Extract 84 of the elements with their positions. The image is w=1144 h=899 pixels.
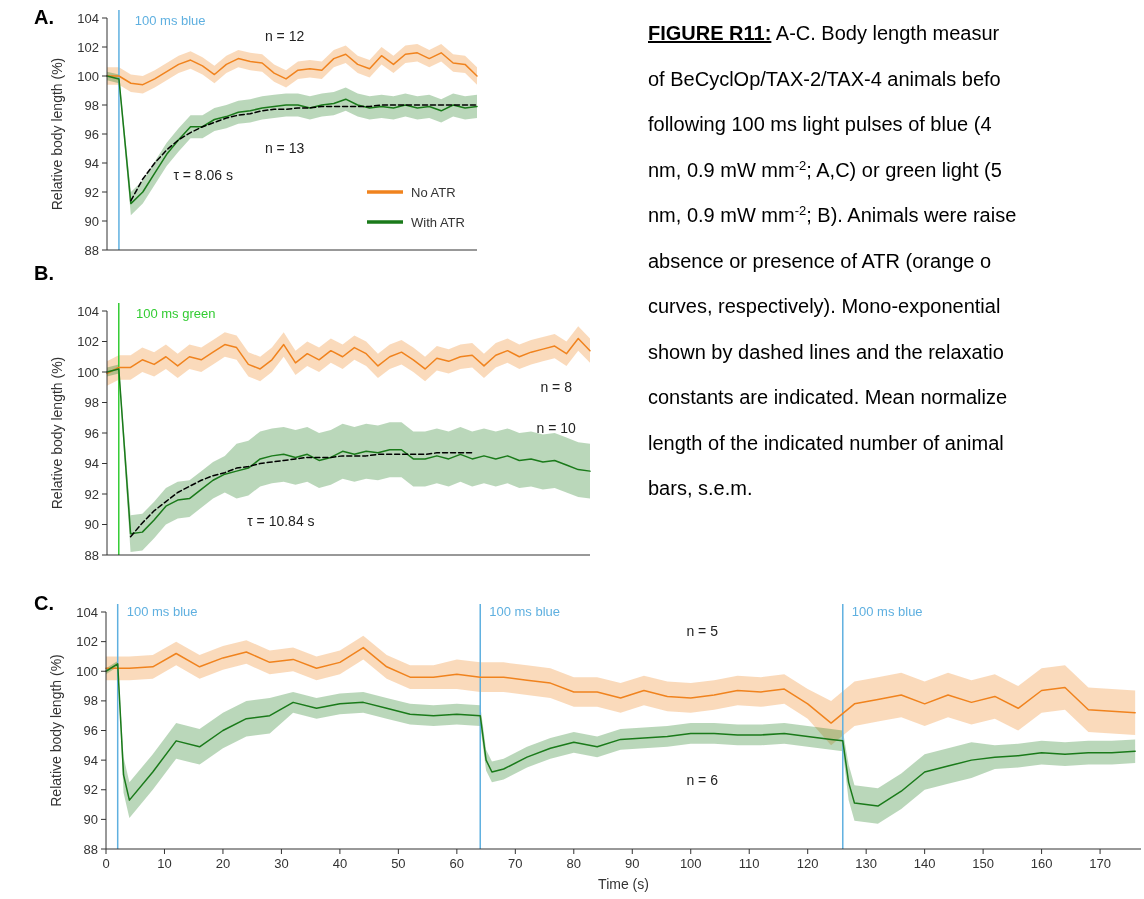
- line-series: [129, 452, 473, 538]
- x-tick-label: 150: [972, 856, 994, 871]
- y-tick-label: 100: [76, 663, 98, 679]
- y-tick-label: 90: [83, 811, 98, 827]
- text: curves, respectively). Mono-exponential: [648, 295, 1001, 317]
- x-tick-label: 50: [391, 856, 406, 871]
- y-axis-title: Relative body length (%): [49, 57, 65, 211]
- y-tick-label: 88: [84, 547, 99, 563]
- ref-line-label: 100 ms blue: [126, 604, 198, 619]
- y-tick-label: 92: [84, 184, 99, 200]
- x-tick-label: 70: [508, 856, 523, 871]
- annotation: n = 10: [536, 420, 577, 436]
- x-tick-label: 40: [332, 856, 348, 871]
- y-tick-label: 98: [84, 97, 99, 113]
- y-tick-label: 102: [76, 634, 98, 650]
- x-tick-label: 0: [102, 856, 110, 871]
- annotation: τ = 8.06 s: [173, 167, 234, 184]
- x-tick-label: 10: [157, 856, 172, 871]
- text: following 100 ms light pulses of blue (4: [648, 113, 992, 135]
- annotation: 100 ms green: [135, 306, 216, 322]
- y-tick-label: 88: [83, 841, 98, 857]
- y-tick-label: 104: [76, 604, 98, 620]
- x-tick-label: 110: [738, 856, 760, 871]
- annotation: n = 5: [686, 622, 719, 639]
- annotation: n = 13: [264, 139, 305, 156]
- y-tick-label: 100: [77, 68, 99, 84]
- line-series: [106, 52, 478, 86]
- x-tick-label: 170: [1089, 856, 1111, 871]
- y-tick-label: 98: [83, 693, 98, 709]
- text: of BeCyclOp/TAX-2/TAX-4 animals befo: [648, 67, 1001, 90]
- x-tick-label: 80: [566, 856, 582, 871]
- ref-line-label: 100 ms blue: [489, 604, 561, 619]
- y-tick-label: 88: [84, 242, 99, 258]
- text: nm, 0.9 mW mm$^{-2}$; B). Animals were raise: [648, 202, 1017, 226]
- y-tick-label: 102: [77, 334, 99, 349]
- text: length of the indicated number of animal: [648, 431, 1004, 454]
- x-tick-label: 90: [625, 856, 640, 871]
- text: absence or presence of ATR (orange o: [648, 249, 992, 272]
- y-tick-label: 98: [84, 395, 99, 410]
- x-tick-label: 30: [274, 856, 289, 871]
- line-series: [130, 104, 478, 202]
- x-tick-label: 60: [449, 856, 465, 871]
- annotation: τ = 10.84 s: [247, 512, 315, 529]
- y-tick-label: 104: [77, 303, 99, 319]
- y-tick-label: 96: [84, 425, 99, 441]
- text: constants are indicated. Mean normalize: [648, 386, 1008, 408]
- y-tick-label: 94: [84, 456, 99, 471]
- x-tick-label: 140: [913, 856, 936, 871]
- y-tick-label: 94: [83, 752, 98, 768]
- y-tick-label: 90: [84, 517, 99, 532]
- legend-label: With ATR: [411, 215, 465, 230]
- chart-title: A.: [34, 6, 54, 28]
- chart-title: C.: [34, 592, 54, 614]
- y-tick-label: 96: [84, 126, 99, 142]
- y-tick-label: 102: [77, 39, 99, 55]
- annotation: n = 12: [264, 28, 305, 45]
- y-tick-label: 94: [84, 155, 99, 171]
- text: A-C. Body length measur: [775, 22, 1000, 44]
- y-tick-label: 92: [84, 486, 99, 502]
- text: FIGURE R11:: [648, 22, 772, 44]
- y-tick-label: 100: [77, 364, 99, 380]
- text: nm, 0.9 mW mm$^{-2}$; A,C) or green light (5: [648, 157, 1002, 181]
- legend-label: No ATR: [411, 185, 456, 200]
- x-axis-title: Time (s): [598, 876, 649, 892]
- y-axis-title: Relative body length (%): [48, 654, 64, 807]
- annotation: n = 6: [686, 772, 719, 789]
- x-tick-label: 20: [215, 856, 231, 871]
- x-tick-label: 100: [679, 856, 702, 871]
- chart-title: B.: [34, 262, 54, 284]
- y-tick-label: 92: [83, 782, 98, 798]
- annotation: n = 8: [540, 378, 573, 395]
- line-series: [105, 646, 1136, 724]
- x-tick-label: 120: [796, 856, 819, 871]
- y-tick-label: 104: [77, 10, 99, 26]
- x-tick-label: 130: [855, 856, 878, 871]
- text: shown by dashed lines and the relaxatio: [648, 340, 1004, 363]
- y-tick-label: 96: [83, 723, 98, 738]
- line-series: [106, 337, 591, 375]
- y-axis-title: Relative body length (%): [49, 356, 65, 510]
- ref-line-label: 100 ms blue: [851, 604, 923, 619]
- x-tick-label: 160: [1030, 856, 1053, 871]
- annotation: 100 ms blue: [134, 12, 206, 28]
- text: bars, s.e.m.: [648, 477, 753, 499]
- y-tick-label: 90: [84, 213, 99, 229]
